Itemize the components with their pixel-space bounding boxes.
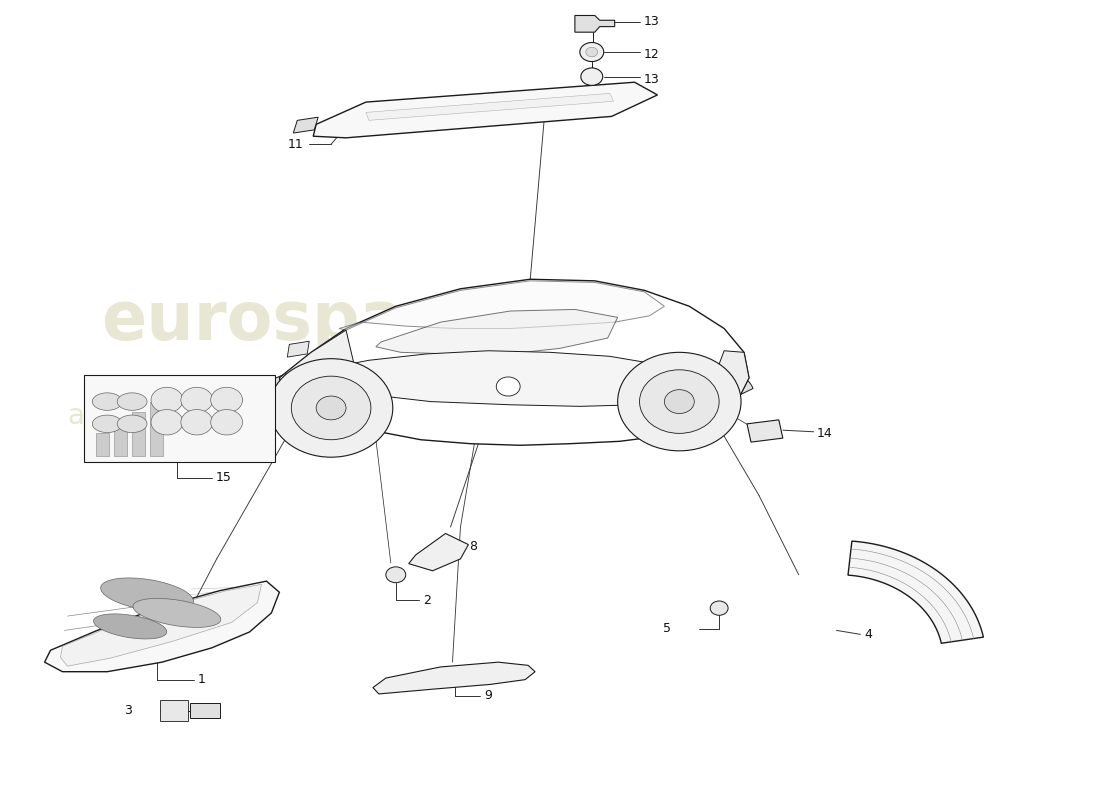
- Circle shape: [180, 410, 212, 435]
- Circle shape: [151, 410, 183, 435]
- Polygon shape: [279, 279, 749, 446]
- Ellipse shape: [92, 415, 122, 433]
- Circle shape: [211, 410, 243, 435]
- Circle shape: [618, 352, 741, 451]
- Polygon shape: [848, 541, 983, 643]
- Polygon shape: [376, 310, 618, 354]
- Ellipse shape: [94, 614, 167, 639]
- Polygon shape: [190, 703, 220, 718]
- Text: 15: 15: [216, 471, 232, 484]
- Text: 3: 3: [124, 704, 132, 717]
- Circle shape: [180, 387, 212, 413]
- Polygon shape: [664, 389, 713, 414]
- Polygon shape: [299, 362, 349, 389]
- Text: 12: 12: [644, 48, 659, 61]
- Text: 1: 1: [198, 673, 206, 686]
- Text: 13: 13: [644, 73, 659, 86]
- Bar: [114, 422, 128, 456]
- Polygon shape: [60, 584, 262, 666]
- Circle shape: [316, 396, 346, 420]
- Circle shape: [711, 601, 728, 615]
- Circle shape: [664, 390, 694, 414]
- Circle shape: [496, 377, 520, 396]
- Text: 2: 2: [422, 594, 430, 606]
- Bar: [150, 402, 163, 456]
- Circle shape: [151, 387, 183, 413]
- Polygon shape: [294, 117, 318, 133]
- Bar: [85, 374, 275, 462]
- Polygon shape: [409, 534, 469, 571]
- Text: 9: 9: [484, 689, 492, 702]
- Polygon shape: [257, 367, 405, 402]
- Text: 4: 4: [865, 628, 872, 641]
- Polygon shape: [373, 662, 535, 694]
- Ellipse shape: [118, 415, 147, 433]
- Circle shape: [211, 387, 243, 413]
- Ellipse shape: [92, 393, 122, 410]
- Polygon shape: [366, 94, 614, 120]
- Bar: [97, 434, 109, 456]
- Circle shape: [270, 358, 393, 457]
- Polygon shape: [606, 361, 754, 395]
- Text: eurospares: eurospares: [101, 287, 522, 354]
- Text: 11: 11: [287, 138, 304, 150]
- Polygon shape: [287, 342, 309, 357]
- Text: 13: 13: [644, 15, 659, 28]
- Polygon shape: [45, 581, 279, 672]
- Polygon shape: [747, 420, 783, 442]
- Polygon shape: [296, 350, 710, 406]
- Polygon shape: [314, 82, 658, 138]
- Text: 14: 14: [816, 427, 833, 440]
- Circle shape: [639, 370, 719, 434]
- Ellipse shape: [118, 393, 147, 410]
- Polygon shape: [282, 330, 361, 418]
- Ellipse shape: [133, 598, 221, 627]
- Polygon shape: [339, 281, 664, 330]
- Text: a passion for porsche 1985: a passion for porsche 1985: [68, 402, 446, 430]
- Circle shape: [580, 42, 604, 62]
- Text: 5: 5: [663, 622, 671, 635]
- Polygon shape: [160, 700, 188, 721]
- Circle shape: [386, 567, 406, 582]
- Bar: [132, 412, 145, 456]
- Polygon shape: [661, 350, 749, 422]
- Circle shape: [292, 376, 371, 440]
- Ellipse shape: [101, 578, 194, 611]
- Circle shape: [586, 47, 597, 57]
- Text: 8: 8: [470, 541, 477, 554]
- Polygon shape: [575, 15, 615, 32]
- Circle shape: [581, 68, 603, 86]
